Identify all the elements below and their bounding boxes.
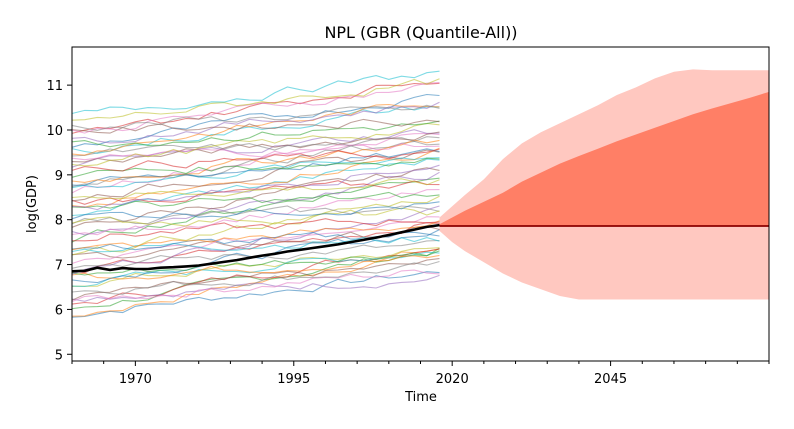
comparison-series-line	[71, 157, 440, 189]
y-tick-label: 5	[55, 348, 63, 363]
comparison-series-line	[71, 70, 440, 115]
comparison-series-line	[71, 254, 440, 280]
y-tick-label: 10	[46, 124, 63, 139]
y-tick-label: 6	[55, 303, 63, 318]
comparison-series-line	[71, 251, 440, 288]
x-tick-label: 2045	[594, 372, 627, 387]
comparison-series-line	[71, 137, 440, 157]
comparison-series-line	[71, 118, 440, 134]
comparison-series-line	[71, 104, 440, 131]
y-tick-label: 9	[55, 169, 63, 184]
x-tick-label: 1970	[119, 372, 152, 387]
comparison-series-line	[71, 93, 440, 148]
x-axis-label: Time	[404, 390, 437, 405]
comparison-series-line	[71, 157, 440, 178]
comparison-series-line	[71, 195, 440, 256]
target-series-line	[71, 223, 440, 273]
comparison-series-line	[71, 218, 440, 242]
comparison-series-line	[71, 147, 440, 208]
comparison-series-line	[71, 274, 440, 302]
comparison-series-line	[71, 78, 440, 121]
y-axis-label: log(GDP)	[25, 175, 40, 233]
comparison-series-line	[71, 191, 440, 209]
comparison-series-line	[71, 216, 440, 265]
comparison-series-line	[71, 258, 440, 301]
comparison-series-line	[71, 178, 440, 199]
comparison-series-line	[71, 122, 440, 167]
x-tick-label: 2020	[436, 372, 469, 387]
comparison-series-line	[71, 205, 440, 225]
comparison-series-line	[71, 271, 440, 318]
comparison-series-line	[71, 101, 440, 144]
y-tick-label: 8	[55, 214, 63, 229]
comparison-series-line	[71, 177, 440, 243]
comparison-series-line	[71, 148, 440, 172]
comparison-series-line	[71, 164, 440, 211]
comparison-series-line	[71, 201, 440, 220]
comparison-series-line	[71, 139, 440, 183]
comparison-series-line	[71, 149, 440, 202]
plot-area	[71, 69, 769, 318]
chart-title: NPL (GBR (Quantile-All))	[324, 23, 517, 42]
comparison-series-line	[71, 167, 440, 228]
comparison-series-line	[71, 171, 440, 236]
comparison-series-line	[71, 82, 440, 134]
forecast-inner-band	[439, 91, 769, 227]
comparison-series-line	[71, 120, 440, 148]
x-axis: 1970 1995 2020 2045	[71, 361, 770, 387]
comparison-series-line	[71, 106, 440, 154]
comparison-series-line	[71, 189, 440, 236]
comparison-series-line	[71, 260, 440, 295]
comparison-series-line	[71, 131, 440, 163]
comparison-series-line	[71, 205, 440, 275]
y-tick-label: 11	[46, 79, 63, 94]
x-tick-label: 1995	[277, 372, 310, 387]
comparison-series-line	[71, 207, 440, 227]
comparison-series-line	[71, 220, 440, 251]
comparison-series-line	[71, 82, 440, 134]
plot-frame	[71, 46, 770, 362]
y-tick-label: 7	[55, 259, 63, 274]
comparison-series-line	[71, 247, 440, 310]
comparison-series-line	[71, 269, 440, 303]
y-axis: 5 6 7 8 9 10 11	[46, 79, 72, 363]
